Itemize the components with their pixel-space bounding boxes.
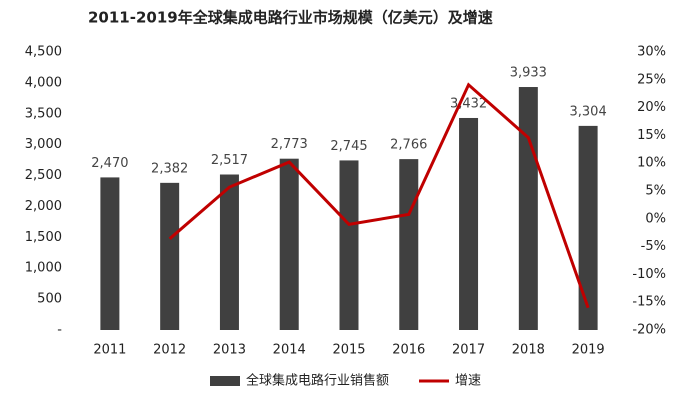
bar — [100, 177, 120, 330]
y2-tick-label: 5% — [645, 184, 666, 199]
bar — [219, 174, 239, 330]
bar — [339, 160, 359, 330]
bar — [578, 125, 598, 330]
x-tick-label: 2016 — [392, 343, 425, 358]
legend-swatch — [210, 376, 240, 386]
y-tick-label: 3,500 — [25, 106, 62, 121]
y2-tick-label: -20% — [632, 323, 666, 338]
bar — [459, 117, 479, 330]
bar — [518, 87, 538, 330]
legend-label: 全球集成电路行业销售额 — [246, 373, 389, 389]
value-label: 3,933 — [510, 66, 547, 81]
value-label: 2,773 — [271, 137, 308, 152]
y2-tick-label: 0% — [645, 211, 666, 226]
value-label: 2,517 — [211, 153, 248, 168]
bar — [399, 159, 419, 330]
y2-tick-label: -10% — [632, 267, 666, 282]
y-tick-label: 1,000 — [25, 261, 62, 276]
line — [168, 82, 590, 309]
y2-tick-label: -5% — [641, 239, 666, 254]
value-label: 2,766 — [390, 138, 427, 153]
y-tick-label: 2,500 — [25, 168, 62, 183]
legend-label: 增速 — [455, 374, 481, 389]
value-label: 2,470 — [91, 156, 128, 171]
y-tick-label: 3,000 — [25, 137, 62, 152]
value-label: 3,432 — [450, 96, 487, 111]
x-tick-label: 2013 — [213, 343, 246, 358]
y2-tick-label: 20% — [637, 100, 666, 115]
bar — [160, 182, 180, 330]
x-tick-label: 2011 — [93, 343, 126, 358]
y2-tick-label: 25% — [637, 72, 666, 87]
y-tick-label: 500 — [37, 292, 62, 307]
y-tick-label: 1,500 — [25, 230, 62, 245]
bar — [279, 158, 299, 330]
x-tick-label: 2018 — [512, 343, 545, 358]
y-tick-label: - — [57, 323, 62, 338]
y-tick-label: 4,500 — [25, 45, 62, 60]
y2-tick-label: 15% — [637, 128, 666, 143]
x-tick-label: 2019 — [572, 343, 605, 358]
value-label: 3,304 — [570, 104, 607, 119]
value-label: 2,745 — [330, 139, 367, 154]
x-tick-label: 2015 — [332, 343, 365, 358]
x-tick-label: 2014 — [273, 343, 306, 358]
chart-title: 2011-2019年全球集成电路行业市场规模（亿美元）及增速 — [88, 9, 493, 27]
value-label: 2,382 — [151, 161, 188, 176]
y2-tick-label: 10% — [637, 156, 666, 171]
y-tick-label: 4,000 — [25, 75, 62, 90]
y-tick-label: 2,000 — [25, 199, 62, 214]
x-tick-label: 2017 — [452, 343, 485, 358]
y2-tick-label: -15% — [632, 295, 666, 310]
x-tick-label: 2012 — [153, 343, 186, 358]
y2-tick-label: 30% — [637, 45, 666, 60]
